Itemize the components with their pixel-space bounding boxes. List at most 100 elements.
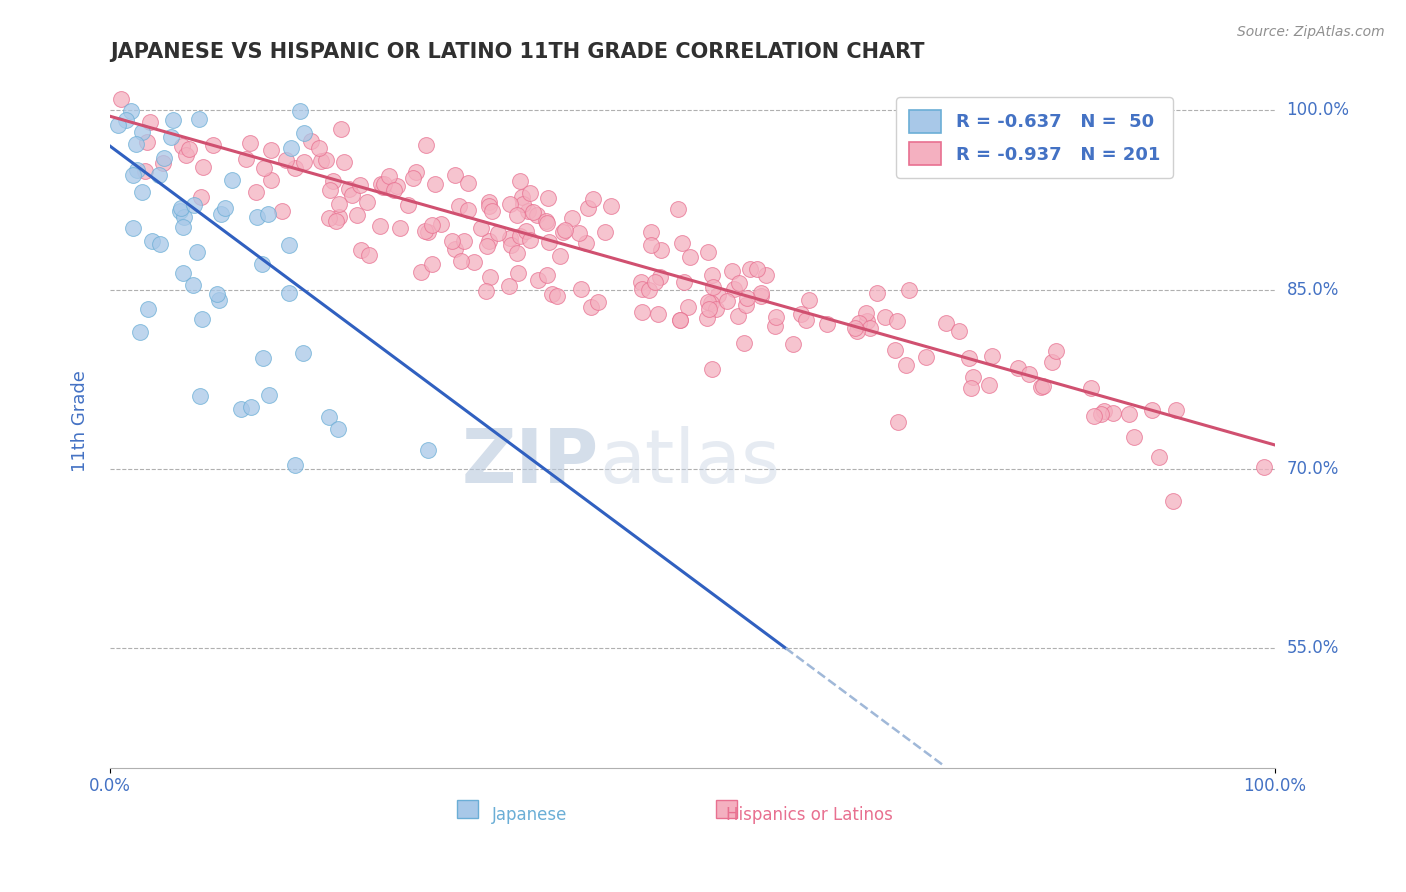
- Point: [1040, 355, 1063, 369]
- Point: [447, 199, 470, 213]
- Point: [457, 177, 479, 191]
- Point: [260, 173, 283, 187]
- Point: [193, 160, 215, 174]
- Point: [1031, 380, 1053, 394]
- Point: [1007, 360, 1029, 375]
- Point: [536, 268, 558, 282]
- FancyBboxPatch shape: [457, 800, 478, 818]
- Point: [727, 309, 749, 323]
- Point: [389, 220, 412, 235]
- Point: [527, 273, 550, 287]
- Point: [478, 269, 501, 284]
- Point: [477, 239, 499, 253]
- Y-axis label: 11th Grade: 11th Grade: [72, 370, 89, 472]
- Point: [120, 103, 142, 118]
- Point: [733, 335, 755, 350]
- Point: [252, 351, 274, 365]
- Point: [288, 104, 311, 119]
- Point: [346, 208, 368, 222]
- Point: [571, 282, 593, 296]
- Point: [644, 275, 666, 289]
- Point: [444, 168, 467, 182]
- Point: [284, 161, 307, 176]
- Point: [453, 234, 475, 248]
- Point: [887, 415, 910, 429]
- Point: [202, 137, 225, 152]
- Point: [696, 310, 718, 325]
- Point: [481, 204, 503, 219]
- Point: [368, 219, 391, 233]
- Point: [510, 190, 533, 204]
- Point: [1045, 343, 1067, 358]
- Text: Japanese: Japanese: [492, 805, 567, 824]
- Point: [110, 92, 132, 106]
- Point: [844, 321, 866, 335]
- Point: [548, 249, 571, 263]
- Point: [271, 203, 294, 218]
- Point: [318, 409, 340, 424]
- Point: [131, 185, 153, 199]
- Point: [385, 178, 408, 193]
- Point: [325, 214, 347, 228]
- Point: [700, 296, 723, 310]
- Point: [765, 319, 787, 334]
- Point: [499, 196, 522, 211]
- Point: [357, 248, 380, 262]
- Point: [782, 337, 804, 351]
- Point: [980, 349, 1002, 363]
- Point: [631, 282, 654, 296]
- Point: [727, 276, 749, 290]
- Point: [960, 381, 983, 395]
- Point: [457, 203, 479, 218]
- Point: [340, 188, 363, 202]
- Point: [382, 183, 405, 197]
- Point: [328, 197, 350, 211]
- Point: [209, 206, 232, 220]
- Point: [253, 161, 276, 176]
- Point: [441, 234, 464, 248]
- Point: [498, 231, 520, 245]
- Point: [1253, 459, 1275, 474]
- Point: [284, 458, 307, 472]
- Point: [370, 178, 392, 192]
- Point: [506, 266, 529, 280]
- Point: [897, 284, 920, 298]
- Point: [430, 217, 453, 231]
- Point: [259, 388, 281, 402]
- Point: [554, 223, 576, 237]
- Point: [177, 142, 200, 156]
- Point: [250, 257, 273, 271]
- Point: [517, 203, 540, 218]
- Point: [172, 266, 194, 280]
- Point: [416, 226, 439, 240]
- Point: [322, 174, 344, 188]
- Point: [561, 211, 583, 225]
- Point: [478, 195, 501, 210]
- Point: [935, 316, 957, 330]
- Point: [706, 288, 728, 302]
- Point: [1080, 382, 1102, 396]
- Point: [738, 261, 761, 276]
- Point: [797, 293, 820, 308]
- Point: [536, 213, 558, 227]
- Point: [141, 234, 163, 248]
- Point: [131, 124, 153, 138]
- Point: [676, 300, 699, 314]
- Point: [260, 144, 283, 158]
- Point: [172, 219, 194, 234]
- Point: [815, 317, 838, 331]
- Point: [506, 245, 529, 260]
- Point: [638, 283, 661, 297]
- Point: [977, 378, 1000, 392]
- Point: [205, 287, 228, 301]
- Point: [509, 229, 531, 244]
- Point: [330, 122, 353, 136]
- Point: [280, 141, 302, 155]
- Point: [315, 153, 337, 167]
- Point: [299, 134, 322, 148]
- Point: [486, 226, 509, 240]
- Point: [498, 278, 520, 293]
- Point: [443, 242, 465, 256]
- Point: [948, 325, 970, 339]
- Point: [509, 174, 531, 188]
